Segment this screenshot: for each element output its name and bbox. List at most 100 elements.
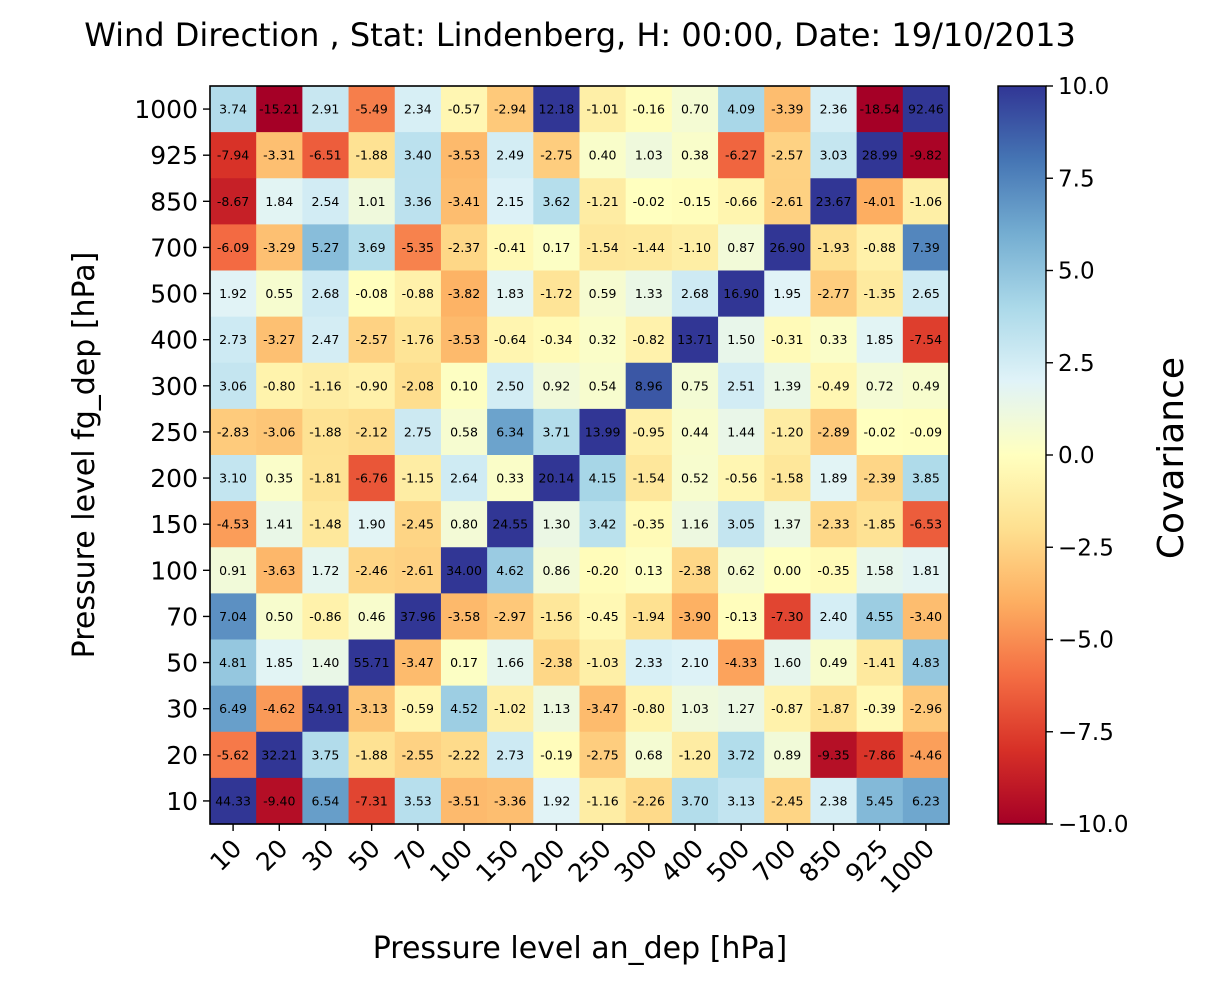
cell-value-label: -2.97 xyxy=(494,609,526,624)
cell-value-label: 4.52 xyxy=(450,701,478,716)
cell-value-label: 0.62 xyxy=(727,563,755,578)
heatmap-cell xyxy=(210,316,257,364)
cell-value-label: -2.46 xyxy=(355,563,387,578)
heatmap-cell xyxy=(579,685,627,733)
heatmap-cell xyxy=(718,547,765,594)
cell-value-label: 32.21 xyxy=(261,747,297,762)
cell-value-label: 0.89 xyxy=(773,747,801,762)
y-tick-label: 850 xyxy=(150,187,198,216)
heatmap-cell xyxy=(533,547,581,594)
heatmap-cell xyxy=(625,132,673,179)
heatmap-cell xyxy=(487,132,534,179)
cell-value-label: 20.14 xyxy=(539,471,575,486)
cell-value-label: -0.34 xyxy=(540,332,572,347)
cell-value-label: -3.40 xyxy=(910,609,942,624)
cell-value-label: 3.85 xyxy=(912,471,940,486)
cell-value-label: 2.49 xyxy=(496,148,524,163)
heatmap-cell xyxy=(671,132,719,179)
cell-value-label: 5.27 xyxy=(312,240,340,255)
cell-value-label: -0.02 xyxy=(864,424,896,439)
cell-value-label: -4.33 xyxy=(725,655,757,670)
cell-value-label: -3.47 xyxy=(402,655,434,670)
heatmap-cell xyxy=(487,408,534,456)
heatmap-cell xyxy=(625,593,673,641)
heatmap-cell xyxy=(256,362,303,410)
cell-value-label: -1.10 xyxy=(679,240,711,255)
cell-value-label: -3.53 xyxy=(448,148,480,163)
y-axis: 1000 925 850 700 500 400 300 250 200 150 100 70 50 30… xyxy=(134,95,210,816)
heatmap-cell xyxy=(902,455,950,502)
cell-value-label: 3.62 xyxy=(542,194,570,209)
heatmap-cell xyxy=(856,316,904,364)
heatmap-cell xyxy=(671,178,719,225)
cell-value-label: -0.88 xyxy=(864,240,896,255)
cell-value-label: -1.20 xyxy=(679,747,711,762)
cell-value-label: 0.87 xyxy=(727,240,755,255)
cell-value-label: -3.82 xyxy=(448,286,480,301)
cell-value-label: 1.03 xyxy=(635,148,663,163)
heatmap-cell xyxy=(579,178,627,225)
heatmap-cell xyxy=(671,455,719,502)
heatmap-cell xyxy=(764,408,812,456)
cell-value-label: 3.74 xyxy=(219,102,247,117)
cell-value-label: -0.31 xyxy=(771,332,803,347)
cell-value-label: 0.46 xyxy=(358,609,386,624)
heatmap-cell xyxy=(902,178,950,225)
heatmap-cell xyxy=(856,362,904,410)
heatmap-cell xyxy=(902,362,950,410)
heatmap-cell-labels: 3.74 -15.21 2.91 -5.49 2.34 -0.57 -2.94 12.18 -1… xyxy=(215,102,944,809)
heatmap-cell xyxy=(302,224,350,272)
cell-value-label: 2.73 xyxy=(219,332,247,347)
cell-value-label: 4.62 xyxy=(496,563,524,578)
heatmap-cell xyxy=(902,408,950,456)
heatmap-cell xyxy=(256,501,303,548)
cell-value-label: 1.66 xyxy=(496,655,524,670)
y-tick-label: 250 xyxy=(150,418,198,447)
cell-value-label: -2.38 xyxy=(679,563,711,578)
cell-value-label: -2.75 xyxy=(540,148,572,163)
heatmap-cell xyxy=(902,132,950,179)
heatmap-cell xyxy=(302,685,350,733)
cell-value-label: -1.88 xyxy=(309,424,341,439)
cell-value-label: 2.10 xyxy=(681,655,709,670)
heatmap-cell xyxy=(348,132,396,179)
heatmap-cell xyxy=(718,685,765,733)
y-tick-label: 30 xyxy=(166,695,198,724)
y-axis-label: Pressure level fg_dep [hPa] xyxy=(67,252,102,659)
heatmap-cell xyxy=(256,685,303,733)
y-tick-label: 700 xyxy=(150,233,198,262)
y-tick-label: 20 xyxy=(166,741,198,770)
heatmap-cell xyxy=(671,501,719,548)
heatmap-cell xyxy=(533,777,581,825)
heatmap-cell xyxy=(394,132,442,179)
y-tick-label: 400 xyxy=(150,326,198,355)
heatmap-cell xyxy=(902,316,950,364)
heatmap-cell xyxy=(487,685,534,733)
heatmap-cell xyxy=(210,408,257,456)
cell-value-label: -3.53 xyxy=(448,332,480,347)
cell-value-label: 1.92 xyxy=(219,286,247,301)
heatmap-cell xyxy=(671,685,719,733)
heatmap-cell xyxy=(533,224,581,272)
heatmap-cell xyxy=(671,593,719,641)
heatmap-cell xyxy=(487,178,534,225)
cell-value-label: 1.37 xyxy=(773,517,801,532)
heatmap-cell xyxy=(810,593,858,641)
heatmap-cell xyxy=(764,86,812,133)
heatmap-cell xyxy=(671,731,719,779)
x-tick-label: 150 xyxy=(470,834,524,888)
heatmap-cell xyxy=(302,639,350,687)
heatmap-cell xyxy=(718,501,765,548)
cell-value-label: 2.65 xyxy=(912,286,940,301)
heatmap-cell xyxy=(671,408,719,456)
cell-value-label: -4.62 xyxy=(263,701,295,716)
colorbar-tick-label: 7.5 xyxy=(1058,166,1095,192)
cell-value-label: -0.16 xyxy=(633,102,665,117)
colorbar-tick-label: 0.0 xyxy=(1058,443,1095,469)
cell-value-label: -9.35 xyxy=(817,747,849,762)
heatmap-cell xyxy=(856,547,904,594)
cell-value-label: -0.59 xyxy=(402,701,434,716)
heatmap-cell xyxy=(579,132,627,179)
cell-value-label: 0.55 xyxy=(265,286,293,301)
y-tick-label: 1000 xyxy=(134,95,198,124)
